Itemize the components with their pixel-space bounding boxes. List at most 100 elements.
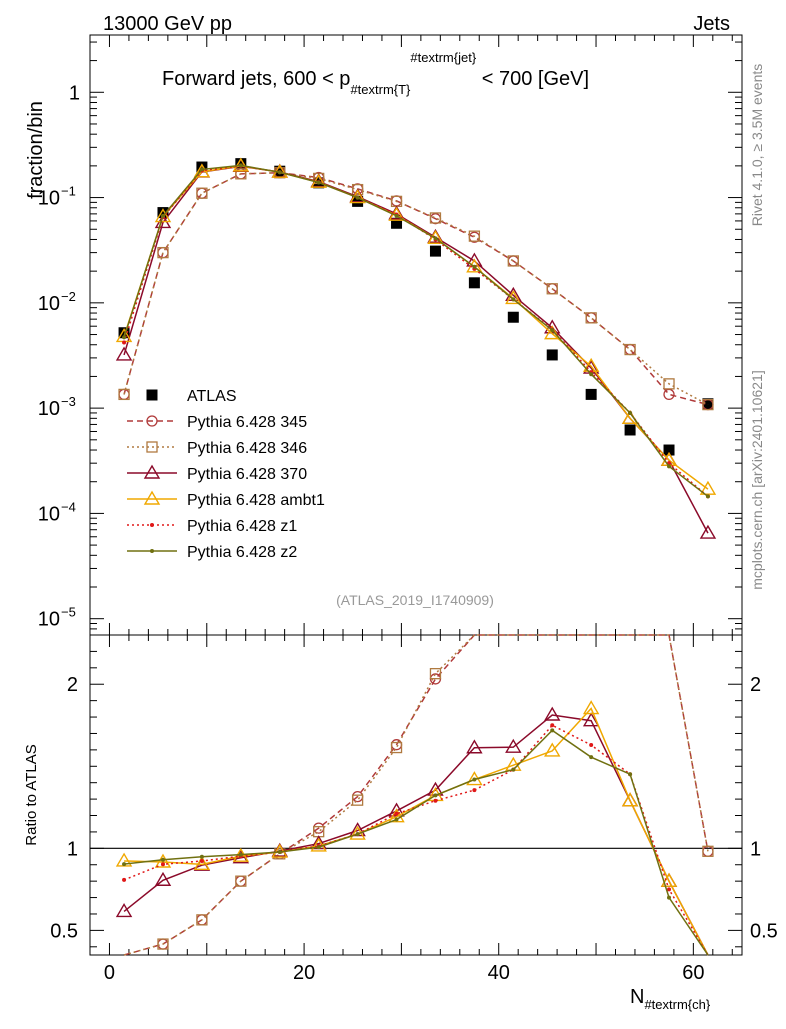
atlas-point: [196, 161, 208, 173]
ratio-point: [235, 875, 247, 887]
mc-point: [199, 167, 204, 172]
mc-point: [433, 236, 438, 241]
ratio-point: [702, 845, 714, 857]
legend-marker: [150, 523, 154, 527]
y-tick-label-exp: −3: [61, 394, 76, 409]
mc-point: [472, 264, 477, 269]
legend: ATLAS Pythia 6.428 345 Pythia 6.428 346 Pyt…: [127, 388, 325, 561]
legend-marker: [146, 415, 158, 427]
mcplots-label: mcplots.cern.ch [arXiv:2401.10621]: [749, 370, 765, 589]
mc-series-1: [118, 167, 714, 411]
ratio-point: [511, 767, 516, 772]
ratio-point: [115, 903, 133, 918]
mc-point: [702, 398, 714, 411]
ratio-point: [193, 855, 211, 871]
ratio-point: [433, 798, 438, 803]
ratio-point: [310, 837, 327, 852]
ratio-series-2: [115, 706, 709, 956]
ratio-point: [550, 723, 555, 728]
mc-point: [316, 180, 321, 185]
legend-entry: Pythia 6.428 ambt1: [127, 490, 325, 509]
x-tick-label: 0: [104, 962, 115, 984]
atlas-point: [429, 245, 441, 257]
y-axis-label: fraction/bin: [25, 101, 47, 199]
atlas-point: [391, 217, 403, 229]
mc-point: [624, 343, 636, 356]
legend-marker: [143, 464, 161, 479]
mc-point: [277, 170, 282, 175]
ratio-line: [123, 729, 709, 956]
mc-line: [123, 172, 709, 406]
atlas-point: [468, 277, 480, 289]
mc-point: [355, 195, 360, 200]
mc-point: [235, 168, 247, 180]
ratio-line: [123, 634, 709, 956]
y-tick-label-exp: −4: [61, 499, 76, 514]
legend-label: Pythia 6.428 z1: [187, 518, 297, 535]
ratio-line: [123, 724, 709, 956]
mc-point: [351, 183, 364, 196]
title-sup: #textrm{jet}: [410, 50, 476, 65]
ratio-point: [277, 850, 282, 855]
title-post: < 700 [GeV]: [476, 68, 589, 90]
mc-point: [624, 343, 636, 356]
ratio-line: [123, 714, 709, 956]
ratio-line: [123, 634, 709, 956]
legend-marker: [150, 549, 154, 553]
mc-point: [238, 163, 243, 168]
xlabel-main: N: [630, 986, 644, 1008]
y-tick-label-exp: −2: [61, 289, 76, 304]
legend-label: Pythia 6.428 z2: [187, 544, 297, 561]
mc-point: [196, 187, 208, 199]
legend-label: Pythia 6.428 ambt1: [187, 492, 325, 509]
legend-entry: ATLAS: [146, 388, 237, 405]
atlas-point: [702, 398, 714, 410]
ratio-point: [433, 793, 438, 798]
ratio-series-5: [122, 728, 709, 956]
y-tick-label: 10: [38, 293, 60, 315]
header-left: 13000 GeV pp: [103, 13, 232, 35]
ratio-point: [351, 794, 364, 806]
y-tick-label-exp: −5: [61, 605, 76, 620]
x-tick-label: 40: [488, 962, 510, 984]
mc-point: [699, 524, 717, 539]
legend-entry: Pythia 6.428 z1: [127, 518, 297, 535]
mc-point: [628, 410, 633, 415]
header-right: Jets: [693, 13, 730, 35]
mc-point: [394, 213, 399, 218]
ratio-point: [667, 887, 672, 892]
ratio-point: [466, 739, 483, 754]
legend-marker: [146, 441, 158, 453]
ratio-point: [621, 792, 639, 807]
atlas-point: [507, 311, 519, 323]
mc-point: [427, 229, 444, 245]
legend-entry: Pythia 6.428 345: [127, 414, 307, 431]
ratio-point: [154, 871, 172, 886]
mc-point: [122, 335, 127, 340]
mc-line: [123, 165, 709, 497]
y-tick-label: 10: [38, 188, 60, 210]
mc-point: [122, 340, 127, 345]
mc-point: [667, 464, 672, 469]
ratio-point: [316, 845, 321, 850]
y-tick-label-exp: −1: [61, 184, 76, 199]
ratio-point: [667, 895, 672, 900]
ratio-point: [122, 862, 127, 867]
legend-label: Pythia 6.428 345: [187, 414, 307, 431]
mc-point: [705, 494, 710, 499]
ratio-y-label: Ratio to ATLAS: [23, 744, 40, 845]
legend-entry: Pythia 6.428 346: [127, 440, 307, 457]
x-axis-label: N#textrm{ch}: [630, 986, 711, 1012]
ratio-point: [472, 777, 477, 782]
mc-point: [468, 230, 481, 242]
legend-label: Pythia 6.428 346: [187, 440, 307, 457]
ratio-point: [157, 938, 169, 950]
mc-line: [123, 172, 709, 406]
mc-point: [160, 213, 165, 218]
y-tick-label: 10: [38, 398, 60, 420]
ratio-tick-label-right: 2: [750, 674, 761, 696]
atlas-point: [157, 207, 169, 219]
mc-point: [585, 312, 597, 324]
